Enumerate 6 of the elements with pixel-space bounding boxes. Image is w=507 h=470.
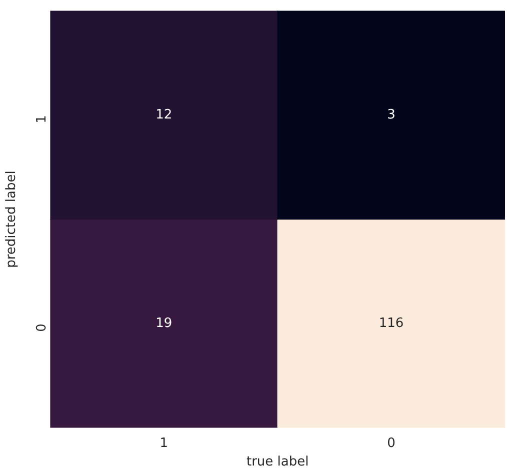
y-axis-title: predicted label <box>4 170 20 268</box>
data-label: 12 <box>156 107 172 122</box>
x-axis-title: true label <box>246 454 309 470</box>
data-label: 19 <box>156 316 172 331</box>
data-label: 116 <box>378 316 404 331</box>
data-label: 3 <box>387 107 396 122</box>
